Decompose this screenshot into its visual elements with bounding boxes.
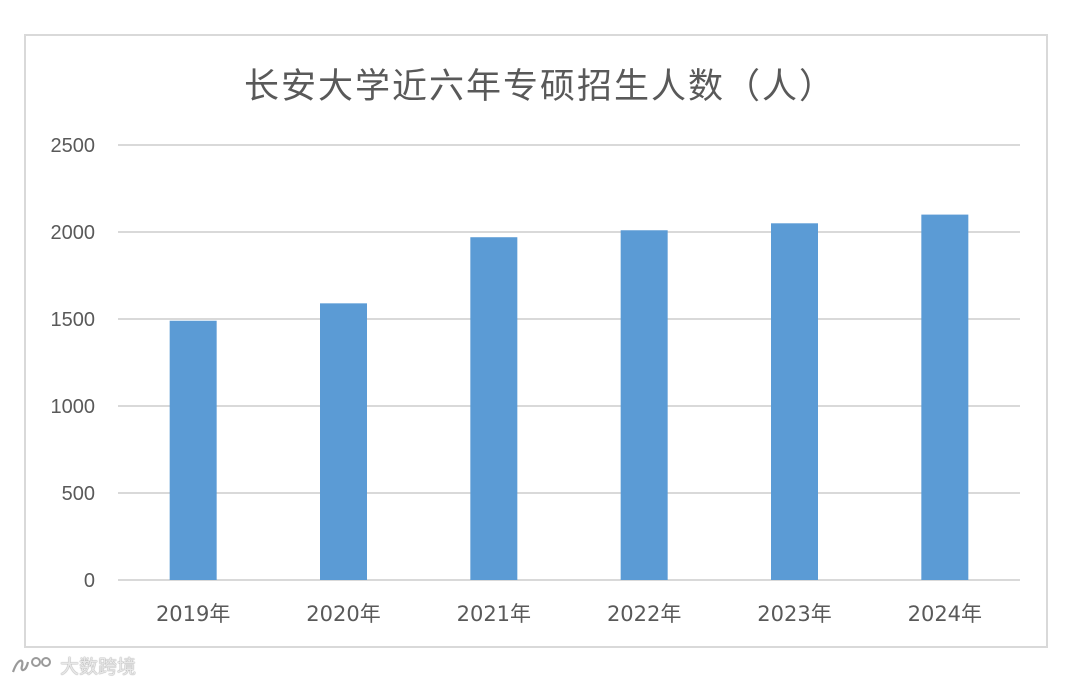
x-tick-label: 2020年 [306, 602, 380, 626]
bar [470, 237, 518, 580]
y-tick-label: 1000 [51, 396, 96, 418]
x-tick-label: 2022年 [607, 602, 681, 626]
x-tick-label: 2023年 [757, 602, 831, 626]
bar [771, 223, 818, 581]
bar [620, 230, 668, 580]
y-tick-label: 1500 [51, 309, 96, 331]
brand-logo-icon [10, 654, 54, 676]
bar [921, 214, 969, 580]
watermark-text: 大数跨境 [60, 655, 137, 678]
bar [320, 303, 367, 580]
x-tick-label: 2021年 [457, 602, 531, 626]
y-tick-label: 2000 [51, 222, 96, 244]
y-tick-label: 500 [62, 483, 95, 505]
y-tick-label: 0 [84, 570, 95, 592]
bar [169, 320, 217, 580]
x-tick-label: 2024年 [908, 602, 982, 626]
y-tick-label: 2500 [51, 135, 96, 157]
watermark: 大数跨境 [10, 652, 136, 678]
chart-title: 长安大学近六年专硕招生人数（人） [243, 67, 836, 107]
x-tick-label: 2019年 [156, 602, 230, 626]
